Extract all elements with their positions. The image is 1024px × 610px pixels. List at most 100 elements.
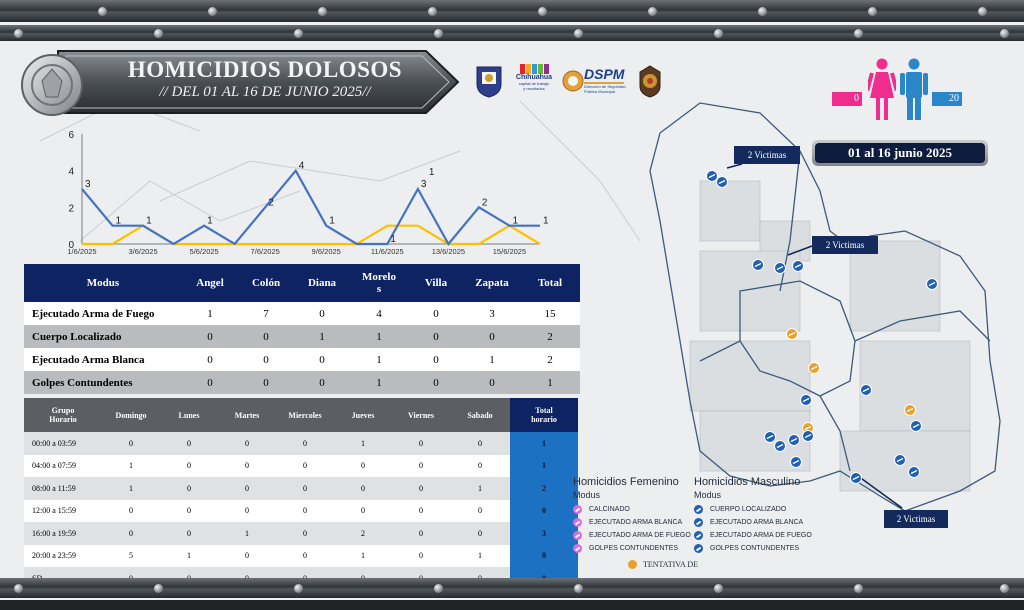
victim-callout: 2 Victimas [734,146,800,164]
table-cell: 0 [392,522,450,545]
rivet-icon [154,29,163,38]
table-cell: 0 [160,477,218,500]
data-label: 1 [207,216,213,227]
table-cell: 2 [520,325,580,348]
rivet-icon [14,29,23,38]
table-header-row: Modus Angel Colón Diana Morelo s Villa Z… [24,264,580,302]
table-row: 08:00 a 11:59 1 0 0 0 0 0 1 2 [24,477,578,500]
municipal-shield-icon [476,66,502,98]
weapon-glyph-icon [852,475,860,481]
row-total-cell: 1 [510,432,578,455]
data-label: 1 [116,216,122,227]
row-total-cell: 8 [510,544,578,567]
table-cell: 0 [464,371,520,394]
table-cell: 0 [392,477,450,500]
row-total-cell: 0 [510,499,578,522]
table-cell: 1 [464,348,520,371]
table-row: 20:00 a 23:59 5 1 0 0 1 0 1 8 [24,544,578,567]
table-cell: 1 [102,454,160,477]
weapon-glyph-icon [718,179,726,185]
weapon-glyph-icon [794,263,802,269]
table-cell: 0 [160,432,218,455]
rivet-icon [98,7,107,16]
x-tick-label: 7/6/2025 [251,247,280,256]
table-header-row: Grupo Horario Domingo Lunes Martes Mierc… [24,398,578,432]
data-label: 1 [543,216,548,227]
column-header: Colón [238,264,294,302]
weapon-glyph-icon [766,434,774,440]
rivet-icon [318,7,327,16]
row-total-cell: 2 [510,477,578,500]
table-cell: Cuerpo Localizado [24,325,182,348]
data-label: 1 [512,216,518,227]
y-tick-label: 0 [68,240,74,251]
marker-icon [573,544,582,553]
column-header: Angel [182,264,238,302]
table-row: Golpes Contundentes 0 0 0 1 0 0 1 [24,371,580,394]
male-count: 20 [932,92,962,106]
weapon-glyph-icon [810,365,818,371]
table-cell: 1 [450,544,510,567]
table-cell: 0 [276,454,334,477]
table-cell: 0 [450,522,510,545]
column-header: Viernes [392,398,450,432]
page-subtitle: // DEL 01 AL 16 DE JUNIO 2025// [159,84,371,100]
table-row: Ejecutado Arma Blanca 0 0 0 1 0 1 2 [24,348,580,371]
map-outline [39,100,1001,512]
table-cell: 7 [238,302,294,325]
female-count: 0 [832,92,862,106]
table-cell: 00:00 a 03:59 [24,432,102,455]
legend-title: Homicidios Femenino [573,476,679,488]
table-cell: 0 [408,371,464,394]
rivet-icon [1000,29,1009,38]
table-cell: 0 [102,522,160,545]
y-tick-label: 6 [68,130,74,141]
series-line [81,168,540,246]
table-cell: 0 [218,454,276,477]
rivet-icon [1000,584,1009,593]
bottom-frame-edge [0,600,1024,610]
legend-item: EJECUTADO ARMA BLANCA [694,516,824,529]
table-cell: 0 [334,499,392,522]
rivet-icon [434,29,443,38]
weapon-glyph-icon [906,407,914,413]
table-cell: 2 [334,522,392,545]
data-label: 1 [390,234,396,245]
marker-icon [573,531,582,540]
table-cell: 1 [218,522,276,545]
table-cell: 1 [350,348,408,371]
table-cell: 0 [294,371,350,394]
data-label: 1 [146,216,152,227]
table-cell: 1 [334,544,392,567]
rivet-icon [854,584,863,593]
legend-item: GOLPES CONTUNDENTES [694,542,824,555]
legend-subtitle: Modus [694,490,722,500]
column-header: Morelo s [350,264,408,302]
title-banner: HOMICIDIOS DOLOSOS // DEL 01 AL 16 DE JU… [14,47,460,117]
column-header: Modus [24,264,182,302]
data-label: 1 [329,216,335,227]
male-icon [900,58,928,120]
data-label: 2 [482,197,488,208]
table-cell: 0 [160,454,218,477]
table-cell: 2 [520,348,580,371]
rivet-icon [714,29,723,38]
x-tick-label: 9/6/2025 [312,247,341,256]
table-cell: Ejecutado Arma de Fuego [24,302,182,325]
table-row: 00:00 a 03:59 0 0 0 0 1 0 0 1 [24,432,578,455]
weapon-glyph-icon [754,262,762,268]
table-cell: 1 [334,432,392,455]
column-header: Lunes [160,398,218,432]
table-cell: 0 [276,522,334,545]
row-total-cell: 1 [510,454,578,477]
table-cell: 4 [350,302,408,325]
legend-item: CUERPO LOCALIZADO [694,503,824,516]
table-cell: 0 [294,348,350,371]
column-header: Sabado [450,398,510,432]
table-cell: 0 [408,325,464,348]
legend-item: GOLPES CONTUNDENTES [573,542,695,555]
marker-icon [573,518,582,527]
victim-callout: 2 Victimas [812,236,878,254]
weapon-glyph-icon [788,331,796,337]
